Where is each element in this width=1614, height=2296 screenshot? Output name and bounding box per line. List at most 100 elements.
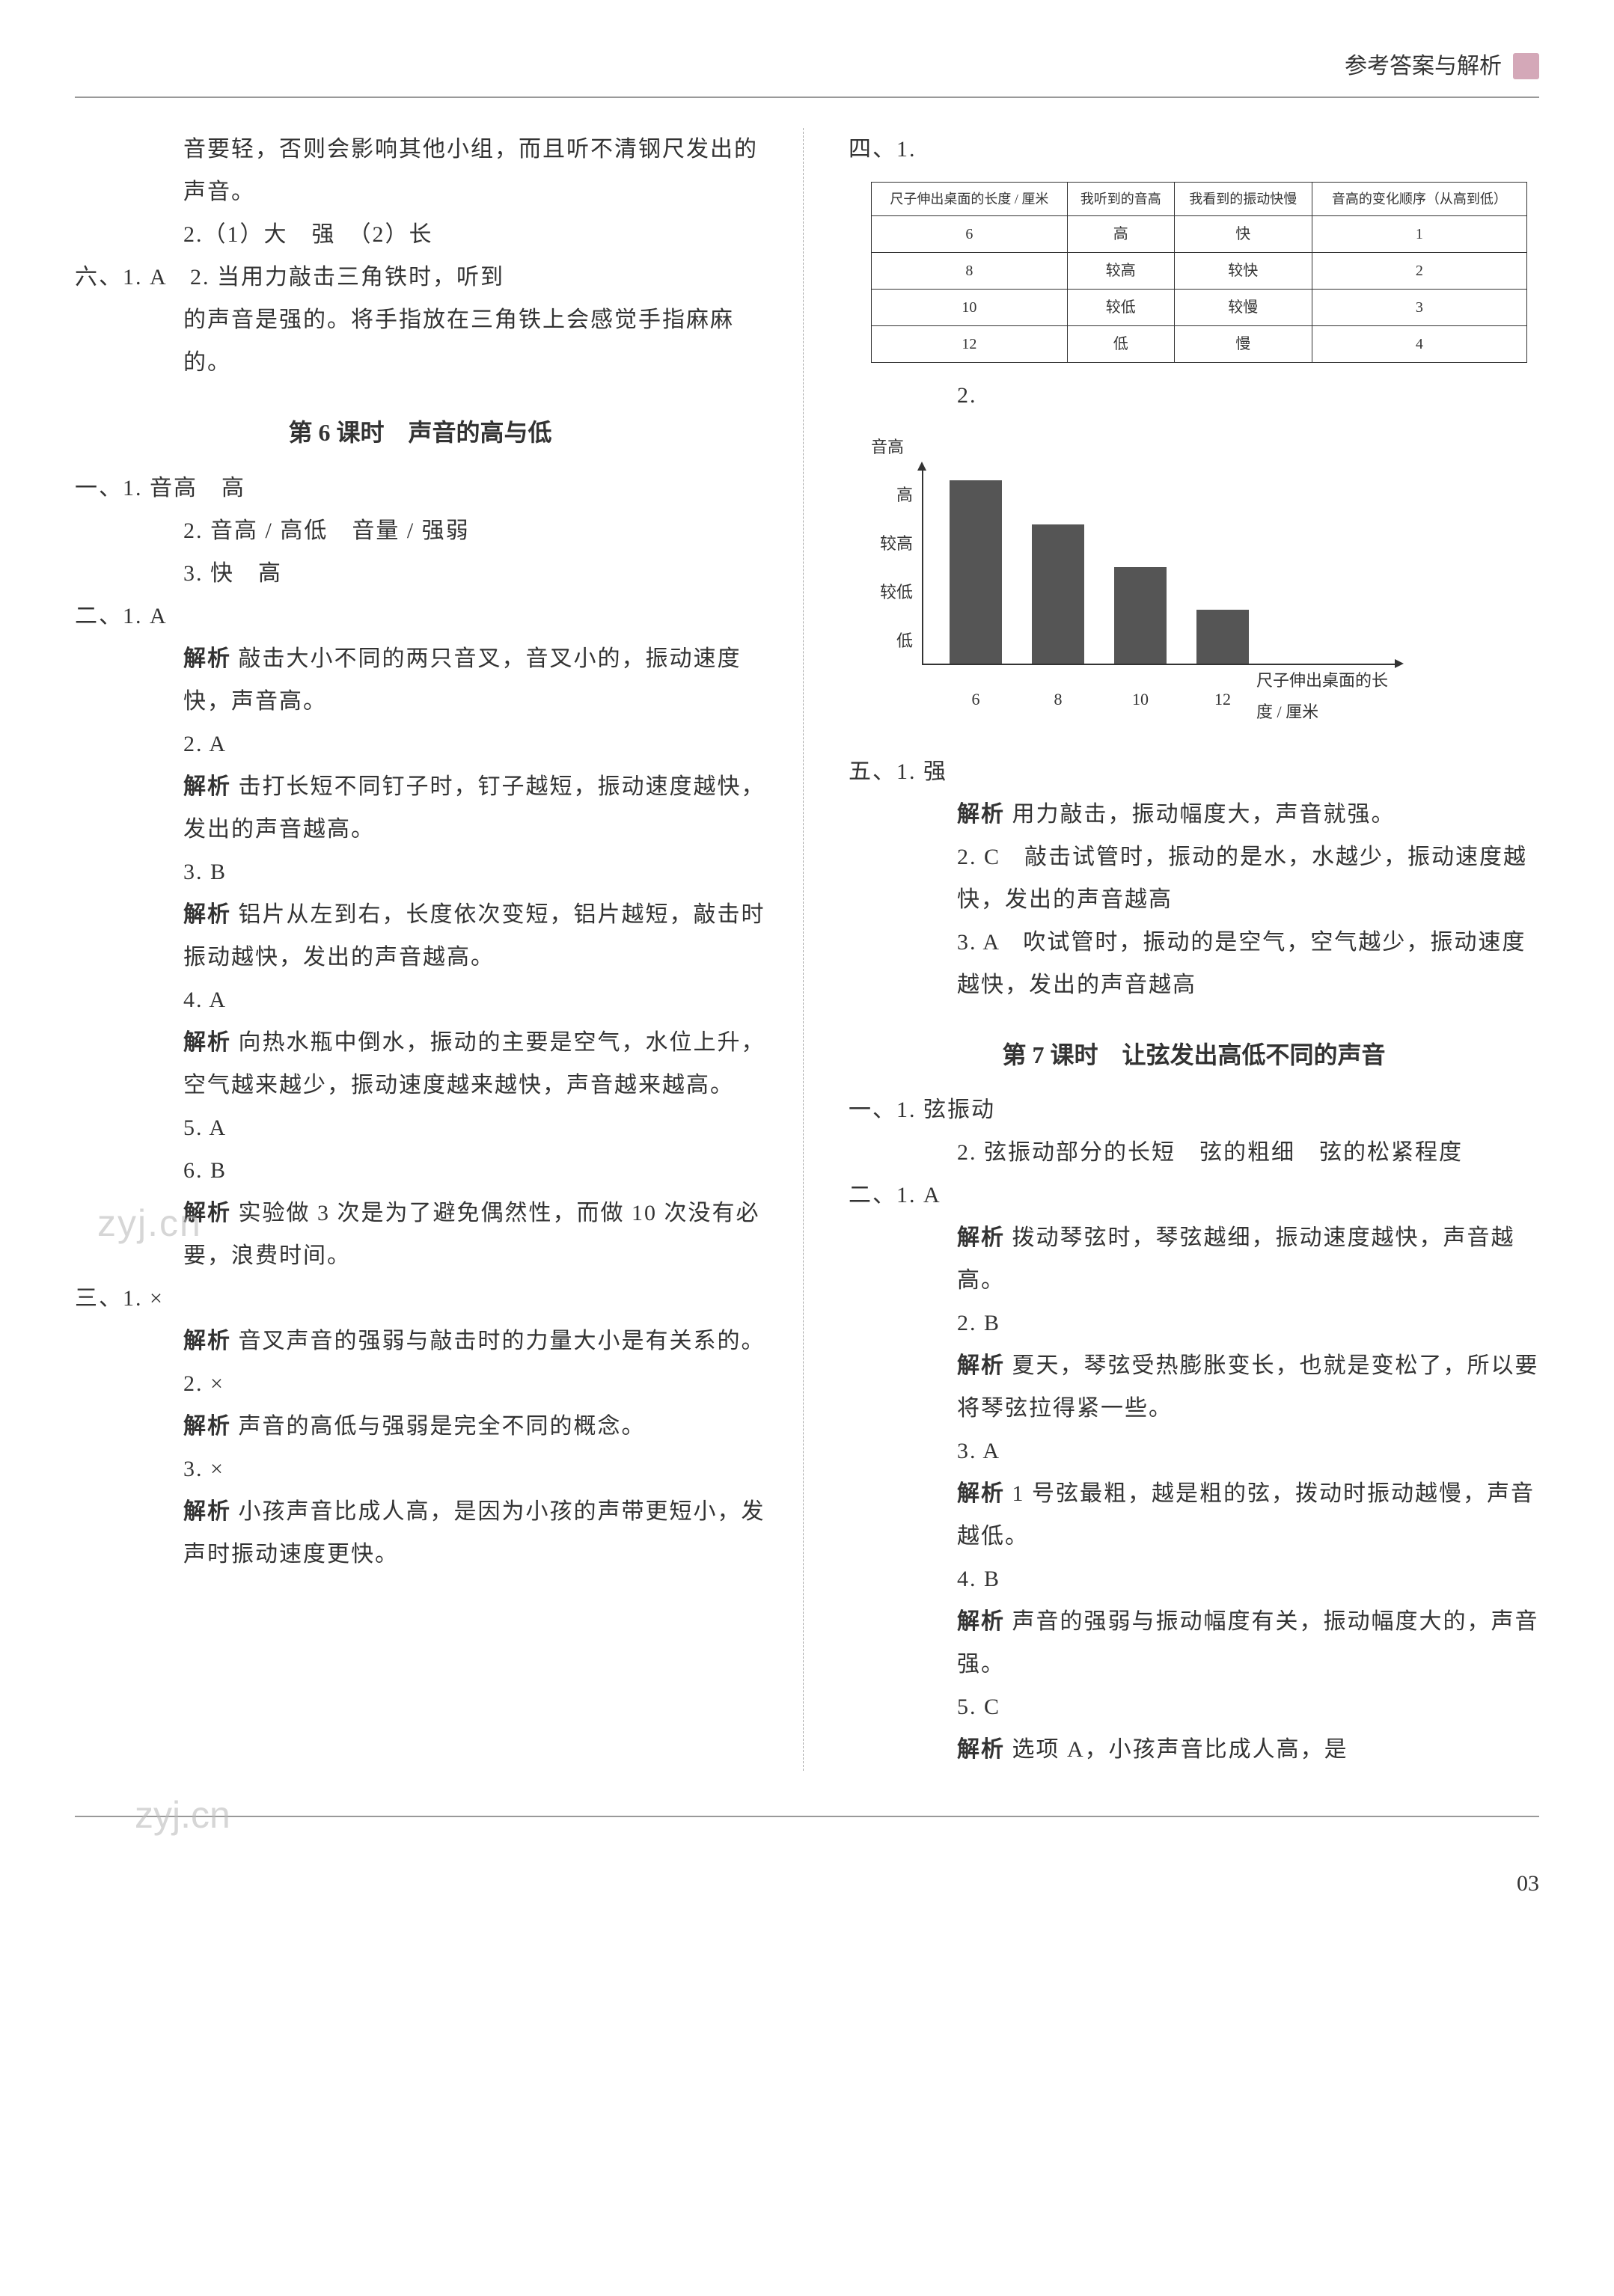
table-cell: 10 [872, 290, 1068, 326]
lesson-6-title: 第 6 课时 声音的高与低 [75, 410, 765, 456]
chart-bar [950, 480, 1002, 664]
text-line: 3. B [75, 851, 765, 893]
explain-label: 解析 [957, 1481, 1005, 1506]
explain-text: 选项 A，小孩声音比成人高，是 [1012, 1737, 1348, 1762]
pitch-bar-chart: 音高 高 较高 较低 低 6 8 10 12 [871, 432, 1395, 727]
explain-label: 解析 [957, 1737, 1005, 1762]
explain-text: 拨动琴弦时，琴弦越细，振动速度越快，声音越高。 [957, 1225, 1515, 1293]
table-header: 尺子伸出桌面的长度 / 厘米 [872, 183, 1068, 216]
left-column: 音要轻，否则会影响其他小组，而且听不清钢尺发出的声音。 2.（1）大 强 （2）… [75, 128, 804, 1771]
text-line: 4. B [849, 1558, 1539, 1600]
text-line: 二、1. A [75, 595, 765, 637]
y-tick: 高 [896, 480, 913, 511]
table-cell: 较高 [1067, 253, 1174, 290]
table-body: 6 高 快 1 8 较高 较快 2 10 较低 较慢 3 [872, 216, 1527, 363]
explain-text: 向热水瓶中倒水，振动的主要是空气，水位上升，空气越来越少，振动速度越来越快，声音… [183, 1030, 765, 1098]
explain-label: 解析 [183, 1414, 231, 1439]
explain-line: 解析 拨动琴弦时，琴弦越细，振动速度越快，声音越高。 [849, 1216, 1539, 1302]
table-cell: 6 [872, 216, 1068, 253]
text-line: 2. [849, 374, 1539, 417]
explain-line: 解析 音叉声音的强弱与敲击时的力量大小是有关系的。 [75, 1320, 765, 1362]
explain-line: 解析 铝片从左到右，长度依次变短，铝片越短，敲击时振动越快，发出的声音越高。 [75, 893, 765, 979]
lesson-7-title: 第 7 课时 让弦发出高低不同的声音 [849, 1032, 1539, 1078]
page-header: 参考答案与解析 [75, 45, 1539, 98]
explain-label: 解析 [957, 1353, 1005, 1378]
text-line: 一、1. 弦振动 [849, 1089, 1539, 1131]
explain-label: 解析 [183, 1030, 231, 1055]
table-cell: 高 [1067, 216, 1174, 253]
explain-text: 用力敲击，振动幅度大，声音就强。 [1012, 802, 1396, 827]
explain-line: 解析 1 号弦最粗，越是粗的弦，拨动时振动越慢，声音越低。 [849, 1472, 1539, 1558]
text-line: 5. C [849, 1686, 1539, 1728]
text-line: 的声音是强的。将手指放在三角铁上会感觉手指麻麻的。 [75, 299, 765, 384]
text-line: 2. × [75, 1362, 765, 1405]
x-tick: 10 [1114, 684, 1167, 715]
text-line: 3. A 吹试管时，振动的是空气，空气越少，振动速度越快，发出的声音越高 [849, 921, 1539, 1006]
header-icon [1513, 53, 1539, 79]
chart-bar [1196, 610, 1249, 664]
x-tick: 6 [950, 684, 1002, 715]
table-cell: 2 [1312, 253, 1526, 290]
explain-text: 夏天，琴弦受热膨胀变长，也就是变松了，所以要将琴弦拉得紧一些。 [957, 1353, 1539, 1421]
explain-label: 解析 [183, 646, 231, 671]
explain-text: 小孩声音比成人高，是因为小孩的声带更短小，发声时振动速度更快。 [183, 1499, 765, 1567]
table-header: 我看到的振动快慢 [1174, 183, 1312, 216]
x-tick: 8 [1032, 684, 1084, 715]
explain-line: 解析 击打长短不同钉子时，钉子越短，振动速度越快，发出的声音越高。 [75, 765, 765, 851]
explain-text: 音叉声音的强弱与敲击时的力量大小是有关系的。 [239, 1329, 765, 1353]
text-line: 2.（1）大 强 （2）长 [75, 213, 765, 256]
arrow-up-icon [917, 462, 926, 471]
content-columns: 音要轻，否则会影响其他小组，而且听不清钢尺发出的声音。 2.（1）大 强 （2）… [75, 128, 1539, 1771]
table-row: 6 高 快 1 [872, 216, 1527, 253]
right-column: 四、1. 尺子伸出桌面的长度 / 厘米 我听到的音高 我看到的振动快慢 音高的变… [849, 128, 1539, 1771]
explain-label: 解析 [183, 1499, 231, 1524]
explain-label: 解析 [183, 774, 231, 799]
explain-label: 解析 [183, 1201, 231, 1225]
chart-x-label: 尺子伸出桌面的长度 / 厘米 [1256, 665, 1395, 728]
explain-text: 1 号弦最粗，越是粗的弦，拨动时振动越慢，声音越低。 [957, 1481, 1535, 1549]
explain-text: 声音的高低与强弱是完全不同的概念。 [239, 1414, 646, 1439]
table-row: 12 低 慢 4 [872, 326, 1527, 363]
explain-text: 击打长短不同钉子时，钉子越短，振动速度越快，发出的声音越高。 [183, 774, 765, 842]
explain-line: 解析 声音的强弱与振动幅度有关，振动幅度大的，声音强。 [849, 1600, 1539, 1686]
table-cell: 1 [1312, 216, 1526, 253]
explain-line: 解析 小孩声音比成人高，是因为小孩的声带更短小，发声时振动速度更快。 [75, 1490, 765, 1576]
chart-bar [1114, 567, 1167, 664]
text-line: 五、1. 强 [849, 750, 1539, 793]
chart-y-label: 音高 [871, 432, 1395, 463]
text-line: 4. A [75, 979, 765, 1021]
table-cell: 4 [1312, 326, 1526, 363]
text-line: 四、1. [849, 128, 1539, 171]
text-line: 2. 音高 / 高低 音量 / 强弱 [75, 509, 765, 552]
table-header: 音高的变化顺序（从高到低） [1312, 183, 1526, 216]
text-line: 2. 弦振动部分的长短 弦的粗细 弦的松紧程度 [849, 1131, 1539, 1174]
watermark-icon: zyj.cn [135, 1780, 230, 1851]
table-cell: 快 [1174, 216, 1312, 253]
text-line: 2. B [849, 1302, 1539, 1344]
table-cell: 8 [872, 253, 1068, 290]
chart-bar [1032, 524, 1084, 664]
page-number: 03 [75, 1855, 1539, 1905]
explain-label: 解析 [957, 802, 1005, 827]
y-tick: 较低 [880, 577, 913, 608]
chart-plot [923, 471, 1395, 665]
table-header: 我听到的音高 [1067, 183, 1174, 216]
text-line: 6. B [75, 1149, 765, 1192]
text-line: 3. 快 高 [75, 552, 765, 595]
table-cell: 12 [872, 326, 1068, 363]
text-line: 3. A [849, 1430, 1539, 1472]
chart-area: 高 较高 较低 低 [871, 471, 1395, 665]
table-cell: 较慢 [1174, 290, 1312, 326]
x-tick: 12 [1196, 684, 1249, 715]
text-line: 3. × [75, 1448, 765, 1490]
explain-line: 解析 实验做 3 次是为了避免偶然性，而做 10 次没有必要，浪费时间。 zyj… [75, 1192, 765, 1277]
table-cell: 低 [1067, 326, 1174, 363]
explain-text: 敲击大小不同的两只音叉，音叉小的，振动速度快，声音高。 [183, 646, 742, 714]
explain-label: 解析 [183, 1329, 231, 1353]
header-title: 参考答案与解析 [1345, 45, 1502, 88]
ruler-table: 尺子伸出桌面的长度 / 厘米 我听到的音高 我看到的振动快慢 音高的变化顺序（从… [871, 182, 1527, 363]
explain-line: 解析 选项 A，小孩声音比成人高，是 [849, 1728, 1539, 1771]
footer-line: zyj.cn [75, 1816, 1539, 1817]
table-cell: 较快 [1174, 253, 1312, 290]
table-row: 8 较高 较快 2 [872, 253, 1527, 290]
